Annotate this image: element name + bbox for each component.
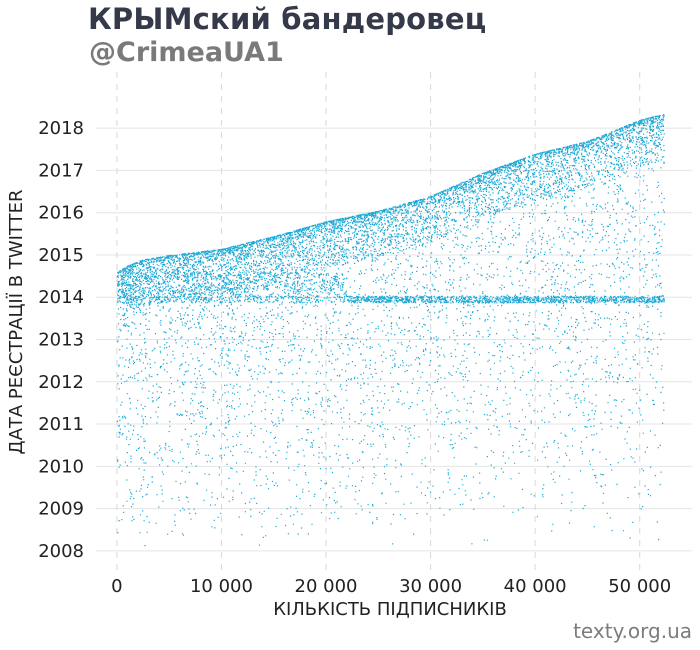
- x-tick-label: 40 000: [504, 576, 567, 597]
- y-tick-label: 2017: [38, 160, 84, 181]
- source-credit: texty.org.ua: [573, 619, 692, 643]
- x-axis-label: КІЛЬКІСТЬ ПІДПИСНИКІВ: [273, 599, 507, 620]
- y-tick-label: 2011: [38, 414, 84, 435]
- y-tick-label: 2014: [38, 287, 84, 308]
- y-axis-label: ДАТА РЕЄСТРАЦІЇ В TWITTER: [6, 190, 27, 455]
- chart-subtitle: @CrimeaUA1: [89, 37, 284, 68]
- x-tick-label: 0: [111, 576, 122, 597]
- y-tick-label: 2018: [38, 118, 84, 139]
- scatter-points: [116, 114, 665, 547]
- y-axis-ticks: 2008 2009 2010 2011 2012 2013 2014 2015 2016 2017…: [38, 118, 84, 562]
- y-tick-label: 2015: [38, 245, 84, 266]
- chart-title: КРЫМский бандеровец: [88, 2, 487, 36]
- y-tick-label: 2012: [38, 372, 84, 393]
- y-tick-label: 2008: [38, 541, 84, 562]
- x-tick-label: 10 000: [190, 576, 253, 597]
- x-tick-label: 50 000: [608, 576, 671, 597]
- data-points: [116, 114, 665, 547]
- x-tick-label: 30 000: [399, 576, 462, 597]
- x-axis-ticks: 0 10 000 20 000 30 000 40 000 50 000: [111, 576, 671, 597]
- y-tick-label: 2016: [38, 203, 84, 224]
- x-tick-label: 20 000: [295, 576, 358, 597]
- y-tick-label: 2013: [38, 330, 84, 351]
- grid-lines: [96, 72, 692, 572]
- y-tick-label: 2009: [38, 499, 84, 520]
- y-tick-label: 2010: [38, 456, 84, 477]
